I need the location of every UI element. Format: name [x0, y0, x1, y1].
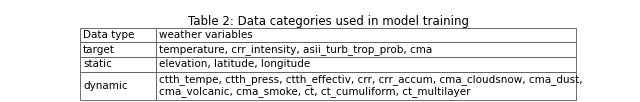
Bar: [156, 72, 576, 100]
Text: ctth_tempe, ctth_press, ctth_effectiv, crr, crr_accum, cma_cloudsnow, cma_dust,: ctth_tempe, ctth_press, ctth_effectiv, c…: [159, 74, 582, 85]
Bar: [80, 42, 156, 57]
Bar: [80, 57, 156, 72]
Text: Data type: Data type: [83, 30, 134, 40]
Text: static: static: [83, 59, 112, 69]
Text: cma_volcanic, cma_smoke, ct, ct_cumuliform, ct_multilayer: cma_volcanic, cma_smoke, ct, ct_cumulifo…: [159, 86, 470, 97]
Bar: [156, 42, 576, 57]
Bar: [80, 72, 156, 100]
Text: weather variables: weather variables: [159, 30, 253, 40]
Text: dynamic: dynamic: [83, 81, 127, 91]
Text: Table 2: Data categories used in model training: Table 2: Data categories used in model t…: [188, 15, 468, 28]
Bar: [156, 28, 576, 42]
Bar: [80, 28, 156, 42]
Text: temperature, crr_intensity, asii_turb_trop_prob, cma: temperature, crr_intensity, asii_turb_tr…: [159, 44, 432, 55]
Bar: [156, 57, 576, 72]
Text: elevation, latitude, longitude: elevation, latitude, longitude: [159, 59, 310, 69]
Text: target: target: [83, 45, 115, 55]
